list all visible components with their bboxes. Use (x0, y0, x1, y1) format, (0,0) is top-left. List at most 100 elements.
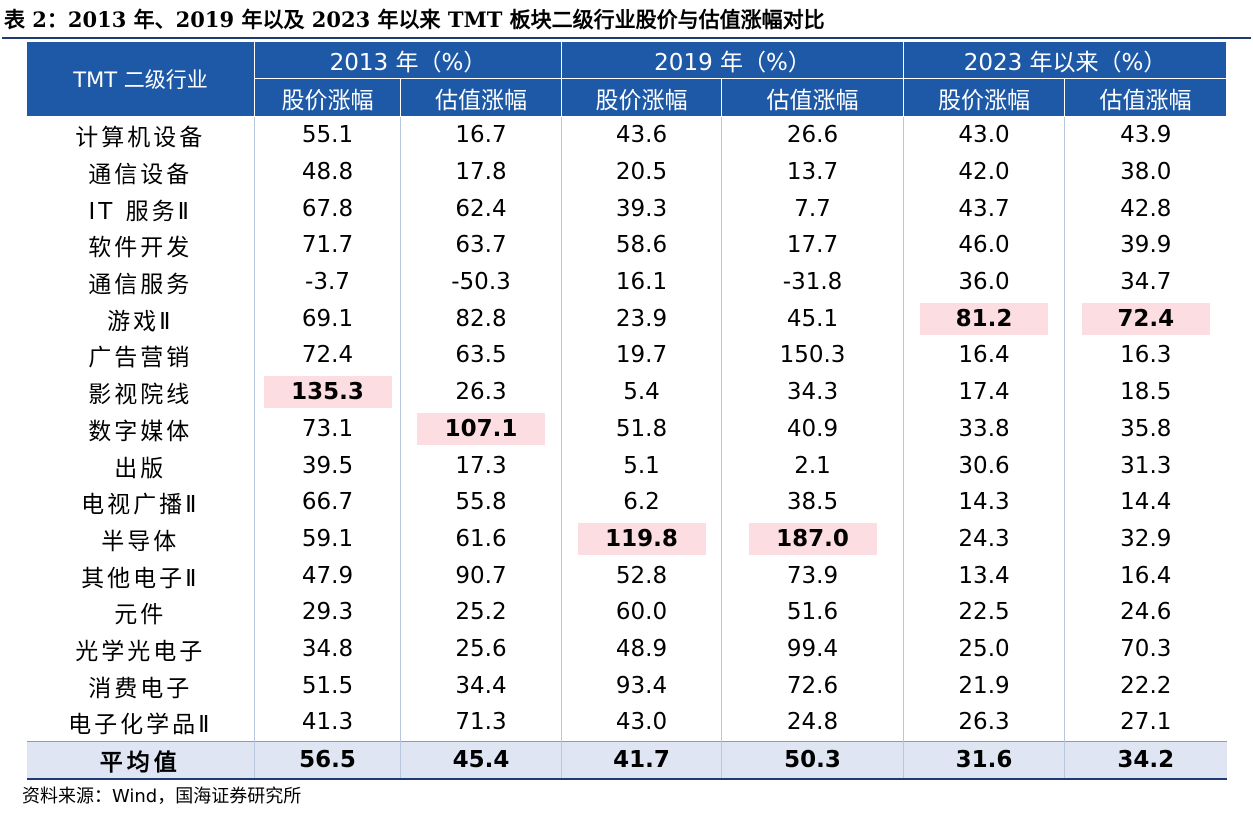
value-cell: 29.3 (254, 593, 401, 631)
value-cell: 59.1 (254, 520, 401, 558)
value-cell: 43.0 (561, 704, 723, 742)
value-cell: -31.8 (721, 263, 905, 301)
value-cell: 42.8 (1120, 195, 1172, 222)
value-cell: 107.1 (400, 410, 563, 448)
value-cell: 66.7 (254, 483, 401, 521)
value-cell: 42.0 (903, 153, 1066, 191)
value-cell: 93.4 (561, 667, 723, 704)
value-cell: 13.7 (721, 153, 905, 191)
value-cell: 25.0 (903, 630, 1066, 668)
value-cell: -3.7 (254, 263, 401, 301)
value-cell: 63.7 (400, 227, 563, 264)
value-cell: 16.4 (903, 337, 1066, 374)
highlighted-value: 107.1 (417, 412, 545, 445)
value-cell: 36.0 (903, 263, 1066, 301)
value-cell: 22.5 (903, 593, 1066, 631)
value-cell: 51.8 (561, 410, 723, 448)
value-cell: 26.6 (721, 116, 905, 154)
table-row: 数字媒体 73.1 107.1 51.8 40.9 33.8 35.8 (26, 410, 1227, 448)
value-cell: 14.3 (903, 483, 1066, 521)
value-cell: 39.9 (1120, 232, 1172, 259)
value-cell: 24.6 (1120, 599, 1172, 626)
table-row: 电视广播Ⅱ 66.7 55.8 6.2 38.5 14.3 14.4 (26, 483, 1227, 521)
industry-name: 消费电子 (26, 667, 255, 704)
group-header-2013: 2013 年（%） (253, 41, 563, 79)
industry-name: 软件开发 (26, 227, 255, 264)
value-cell: 24.8 (721, 704, 905, 742)
table-title: 表 2：2013 年、2019 年以及 2023 年以来 TMT 板块二级行业股… (4, 7, 825, 32)
value-cell: 41.3 (254, 704, 401, 742)
subheader-valuation-change: 估值涨幅 (721, 78, 905, 117)
value-cell: 56.5 (254, 740, 401, 781)
value-cell: 61.6 (400, 520, 563, 558)
value-cell: 17.4 (903, 373, 1066, 411)
value-cell: 135.3 (254, 373, 401, 411)
highlighted-value: 135.3 (263, 376, 392, 409)
subheader-price-change: 股价涨幅 (254, 78, 401, 117)
value-cell: 34.8 (254, 630, 401, 668)
value-cell: 38.0 (1120, 159, 1172, 186)
industry-name: 影视院线 (26, 373, 255, 411)
table-row: 通信服务 -3.7 -50.3 16.1 -31.8 36.0 34.7 (26, 263, 1227, 301)
value-cell: 17.8 (400, 153, 563, 191)
value-cell: 17.7 (721, 227, 905, 264)
table-row: 广告营销 72.4 63.5 19.7 150.3 16.4 16.3 (26, 337, 1227, 374)
value-cell: 63.5 (400, 337, 563, 374)
value-cell: 18.5 (1120, 379, 1172, 406)
value-cell: 81.2 (903, 300, 1066, 338)
table-row: 其他电子Ⅱ 47.9 90.7 52.8 73.9 13.4 16.4 (26, 557, 1227, 594)
value-cell: 19.7 (561, 337, 723, 374)
value-cell: 2.1 (721, 447, 905, 484)
industry-name: 元件 (26, 593, 255, 631)
value-cell: 82.8 (400, 300, 563, 338)
value-cell: 73.1 (254, 410, 401, 448)
value-cell: 55.8 (400, 483, 563, 521)
value-cell: 25.2 (400, 593, 563, 631)
industry-name: 广告营销 (26, 337, 255, 374)
value-cell: 24.3 (903, 520, 1066, 558)
value-cell: 21.9 (903, 667, 1066, 704)
value-cell: 55.1 (254, 116, 401, 154)
value-cell: 25.6 (400, 630, 563, 668)
subheader-price-change: 股价涨幅 (903, 78, 1066, 117)
industry-name: 电子化学品Ⅱ (26, 704, 255, 742)
value-cell: 34.3 (721, 373, 905, 411)
value-cell: 70.3 (1120, 635, 1172, 662)
table-row: 通信设备 48.8 17.8 20.5 13.7 42.0 38.0 (26, 153, 1227, 191)
highlighted-value: 72.4 (1081, 302, 1210, 335)
value-cell: 62.4 (400, 190, 563, 228)
value-cell: 16.4 (1120, 562, 1172, 589)
value-cell: 69.1 (254, 300, 401, 338)
value-cell: 26.3 (400, 373, 563, 411)
highlighted-value: 119.8 (577, 522, 706, 555)
industry-name: 计算机设备 (26, 116, 255, 154)
value-cell: 34.7 (1120, 269, 1172, 296)
value-cell: 22.2 (1120, 672, 1172, 699)
table-row: 元件 29.3 25.2 60.0 51.6 22.5 24.6 (26, 593, 1227, 631)
subheader-price-change: 股价涨幅 (561, 78, 723, 117)
industry-name: 其他电子Ⅱ (26, 557, 255, 594)
table-row: 游戏Ⅱ 69.1 82.8 23.9 45.1 81.2 72.4 (26, 300, 1227, 338)
industry-name: 出版 (26, 447, 255, 484)
industry-name: 光学光电子 (26, 630, 255, 668)
table-row: 半导体 59.1 61.6 119.8 187.0 24.3 32.9 (26, 520, 1227, 558)
value-cell: 67.8 (254, 190, 401, 228)
highlighted-value: 81.2 (920, 302, 1049, 335)
value-cell: 187.0 (721, 520, 905, 558)
value-cell: 6.2 (561, 483, 723, 521)
industry-name: 数字媒体 (26, 410, 255, 448)
value-cell: 45.1 (721, 300, 905, 338)
group-header-2019: 2019 年（%） (561, 41, 905, 79)
value-cell: 14.4 (1120, 489, 1172, 516)
value-cell: 60.0 (561, 593, 723, 631)
value-cell: 16.7 (400, 116, 563, 154)
value-cell: 90.7 (400, 557, 563, 594)
value-cell: 58.6 (561, 227, 723, 264)
value-cell: 45.4 (400, 740, 563, 781)
table-body: 计算机设备 55.1 16.7 43.6 26.6 43.0 43.9 通信设备 48.8 17.… (26, 116, 1227, 781)
value-cell: 39.3 (561, 190, 723, 228)
industry-name: 平均值 (26, 740, 255, 781)
value-cell: 16.3 (1120, 342, 1172, 369)
industry-name: 通信设备 (26, 153, 255, 191)
value-cell: 50.3 (721, 740, 905, 781)
